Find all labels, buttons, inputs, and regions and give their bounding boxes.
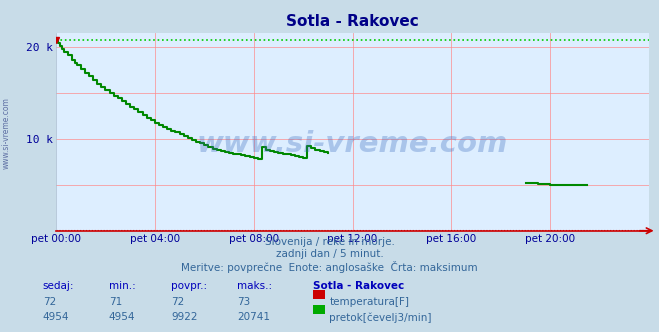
- Text: sedaj:: sedaj:: [43, 281, 74, 290]
- Text: Meritve: povprečne  Enote: anglosaške  Črta: maksimum: Meritve: povprečne Enote: anglosaške Črt…: [181, 261, 478, 273]
- Text: 72: 72: [43, 297, 56, 307]
- Text: maks.:: maks.:: [237, 281, 272, 290]
- Text: zadnji dan / 5 minut.: zadnji dan / 5 minut.: [275, 249, 384, 259]
- Text: pretok[čevelj3/min]: pretok[čevelj3/min]: [330, 312, 432, 323]
- Text: 4954: 4954: [43, 312, 69, 322]
- Text: Slovenija / reke in morje.: Slovenija / reke in morje.: [264, 237, 395, 247]
- Text: Sotla - Rakovec: Sotla - Rakovec: [313, 281, 404, 290]
- Text: 4954: 4954: [109, 312, 135, 322]
- Text: 73: 73: [237, 297, 250, 307]
- Text: 9922: 9922: [171, 312, 198, 322]
- Text: povpr.:: povpr.:: [171, 281, 208, 290]
- Text: 71: 71: [109, 297, 122, 307]
- Text: temperatura[F]: temperatura[F]: [330, 297, 409, 307]
- Title: Sotla - Rakovec: Sotla - Rakovec: [286, 14, 419, 29]
- Text: www.si-vreme.com: www.si-vreme.com: [2, 97, 11, 169]
- Text: 20741: 20741: [237, 312, 270, 322]
- Text: www.si-vreme.com: www.si-vreme.com: [197, 130, 508, 158]
- Text: min.:: min.:: [109, 281, 136, 290]
- Text: 72: 72: [171, 297, 185, 307]
